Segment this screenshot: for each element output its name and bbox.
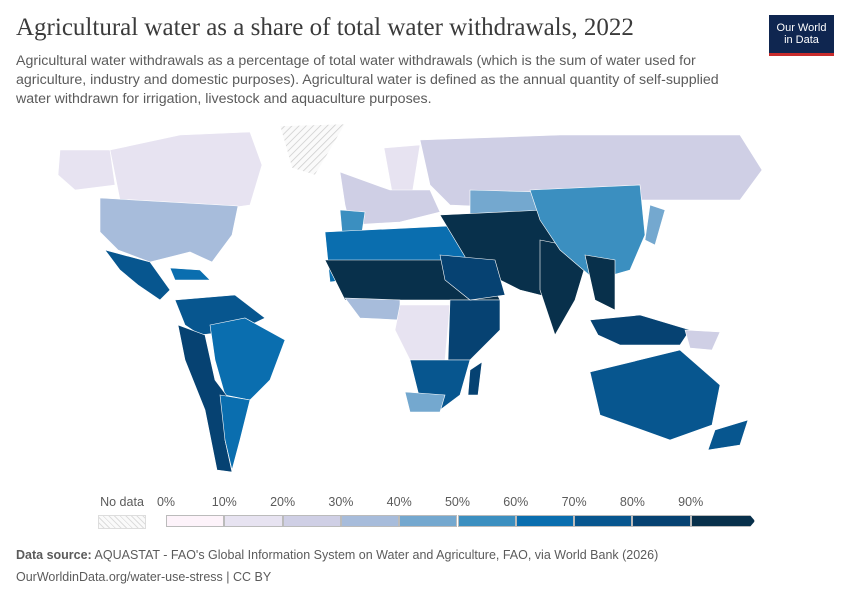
chart-title: Agricultural water as a share of total w…: [16, 14, 634, 41]
region-caribbean[interactable]: [169, 267, 211, 281]
color-legend: No data 0% 10% 20% 30% 40% 50% 60% 70% 80% 90%: [0, 495, 850, 535]
legend-bin[interactable]: [166, 515, 225, 527]
region-central-africa[interactable]: [394, 304, 451, 361]
region-east-africa[interactable]: [447, 299, 501, 361]
region-iberia[interactable]: [339, 209, 366, 233]
logo-line-1: Our World: [776, 22, 827, 34]
legend-tick: 0%: [156, 495, 176, 509]
region-se-asia[interactable]: [584, 254, 616, 311]
region-png[interactable]: [684, 329, 721, 351]
region-australia[interactable]: [589, 349, 721, 441]
legend-bin[interactable]: [515, 515, 575, 527]
region-south-africa[interactable]: [404, 391, 446, 413]
logo-line-2: in Data: [784, 34, 819, 46]
legend-tick: 10%: [211, 495, 237, 509]
legend-bin[interactable]: [457, 515, 516, 527]
legend-bin[interactable]: [282, 515, 341, 527]
source-text: AQUASTAT - FAO's Global Information Syst…: [94, 548, 659, 562]
legend-bin[interactable]: [399, 515, 458, 527]
legend-tick: 90%: [678, 495, 704, 509]
region-japan[interactable]: [644, 204, 666, 246]
data-source: Data source: AQUASTAT - FAO's Global Inf…: [16, 548, 658, 562]
legend-bin[interactable]: [574, 515, 633, 527]
region-scandinavia[interactable]: [383, 144, 421, 196]
legend-tick: 20%: [270, 495, 296, 509]
legend-bin[interactable]: [632, 515, 691, 527]
region-indonesia[interactable]: [589, 314, 691, 346]
region-usa[interactable]: [99, 197, 239, 263]
legend-tick: 40%: [386, 495, 412, 509]
legend-bin[interactable]: [224, 515, 283, 527]
legend-tick: 60%: [503, 495, 529, 509]
region-alaska[interactable]: [57, 149, 116, 191]
no-data-swatch[interactable]: [98, 515, 146, 529]
region-argentina[interactable]: [219, 394, 251, 471]
region-nz[interactable]: [707, 419, 749, 451]
legend-tick: 30%: [328, 495, 354, 509]
region-brazil[interactable]: [209, 317, 286, 401]
legend-bin[interactable]: [690, 515, 755, 527]
chart-subtitle: Agricultural water withdrawals as a perc…: [16, 53, 719, 107]
legend-bin[interactable]: [340, 515, 400, 527]
owid-logo[interactable]: Our World in Data: [769, 15, 834, 56]
legend-tick: 80%: [619, 495, 645, 509]
region-west-africa[interactable]: [344, 297, 401, 321]
legend-tick: 70%: [561, 495, 587, 509]
legend-tick: 50%: [444, 495, 471, 509]
region-mexico[interactable]: [104, 249, 171, 301]
source-url[interactable]: OurWorldinData.org/water-use-stress | CC…: [16, 570, 272, 584]
world-map: [57, 123, 763, 473]
source-label: Data source:: [16, 548, 92, 562]
region-arabia[interactable]: [439, 254, 506, 301]
region-madagascar[interactable]: [467, 361, 483, 396]
no-data-label: No data: [100, 495, 144, 509]
region-greenland[interactable]: [279, 123, 346, 176]
